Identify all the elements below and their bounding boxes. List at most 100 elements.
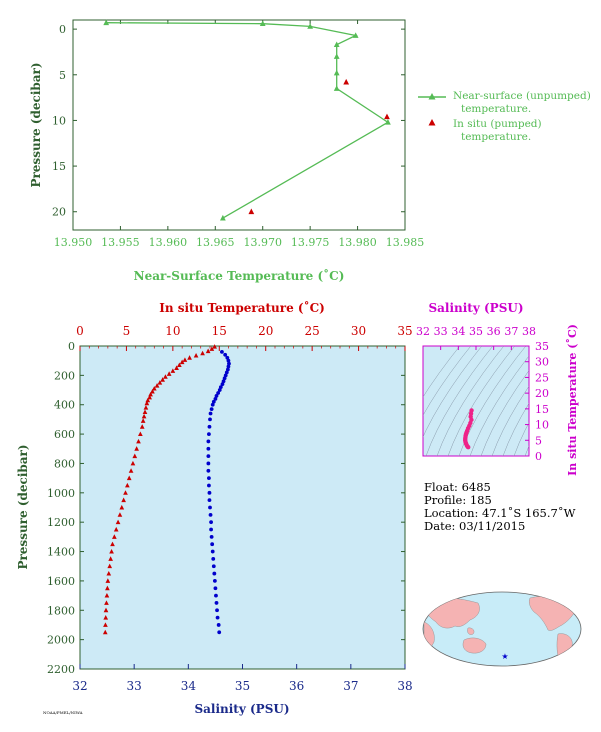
temperature-point <box>154 383 160 388</box>
salinity-point <box>216 391 221 395</box>
ts-x-tick-label: 38 <box>522 325 536 338</box>
ts-x-axis-label: Salinity (PSU) <box>428 301 523 315</box>
salinity-point <box>221 379 226 384</box>
temperature-point <box>179 359 185 365</box>
salinity-point <box>216 623 221 627</box>
ts-x-tick-label: 36 <box>487 325 501 338</box>
salinity-point <box>227 361 231 366</box>
top-y-axis-label: Pressure (decibar) <box>29 62 43 187</box>
ts-y-tick-label: 5 <box>535 434 542 447</box>
density-contour <box>480 370 529 456</box>
salinity-point <box>211 556 216 561</box>
salinity-point <box>206 454 211 459</box>
salinity-point <box>213 586 218 591</box>
salinity-tick-label: 32 <box>72 679 87 693</box>
salinity-point <box>208 512 213 517</box>
temperature-point <box>141 413 147 419</box>
near-surface-point <box>385 119 391 125</box>
temperature-point <box>106 570 112 576</box>
temperature-point <box>177 362 182 368</box>
salinity-point <box>217 630 222 635</box>
pressure-tick-label: 2200 <box>47 663 75 676</box>
profile-number: Profile: 185 <box>424 493 492 507</box>
pressure-tick-label: 1200 <box>47 516 75 529</box>
salinity-tick-label: 35 <box>235 679 250 693</box>
salinity-tick-label: 38 <box>397 679 412 693</box>
temperature-point <box>170 368 176 373</box>
salinity-point <box>225 367 230 372</box>
temperature-point <box>174 365 179 370</box>
temperature-point <box>128 468 134 473</box>
near-surface-point <box>103 19 110 26</box>
in-situ-point <box>384 113 390 120</box>
salinity-point <box>214 601 219 605</box>
ts-density-contours <box>423 346 529 456</box>
ts-y-tick-label: 10 <box>535 419 549 432</box>
salinity-tick-label: 34 <box>181 679 197 693</box>
salinity-point <box>207 498 212 503</box>
salinity-point <box>214 394 219 398</box>
ts-x-tick-label: 37 <box>504 325 518 338</box>
temperature-tick-label: 0 <box>76 324 84 338</box>
salinity-point <box>209 534 214 539</box>
ts-y-tick-label: 35 <box>535 340 549 353</box>
in-situ-point <box>343 78 350 85</box>
pressure-tick-label: 200 <box>54 369 75 382</box>
top-y-tick-label: 10 <box>52 114 66 127</box>
salinity-point <box>209 527 213 532</box>
salinity-point <box>211 399 216 404</box>
ts-y-tick-label: 30 <box>535 356 549 369</box>
pressure-tick-label: 1600 <box>47 575 75 588</box>
density-contour <box>502 402 529 456</box>
salinity-point <box>207 483 211 488</box>
density-contour <box>436 346 505 456</box>
ts-point <box>466 445 471 450</box>
ts-series <box>463 408 474 450</box>
salinity-point <box>210 402 215 407</box>
temperature-point <box>110 541 115 547</box>
temperature-tick-label: 25 <box>305 324 320 338</box>
near-surface-point <box>333 69 340 76</box>
temperature-point <box>187 355 192 360</box>
pressure-tick-label: 400 <box>54 399 75 412</box>
top-y-tick-label: 20 <box>52 206 66 219</box>
map-location-star: ★ <box>501 652 508 661</box>
near-surface-point <box>259 20 266 27</box>
temperature-point <box>134 446 139 451</box>
temperature-tick-label: 15 <box>212 324 227 338</box>
salinity-tick-label: 37 <box>343 679 358 693</box>
float-id: Float: 6485 <box>424 480 491 494</box>
temperature-point <box>140 418 146 423</box>
density-contour <box>469 355 529 456</box>
pressure-tick-label: 800 <box>54 457 75 470</box>
temperature-point <box>150 388 155 394</box>
near-surface-point <box>333 53 340 59</box>
ts-plot-area <box>422 345 530 457</box>
top-x-axis-label: Near-Surface Temperature (˚C) <box>134 268 345 283</box>
salinity-point <box>208 411 213 416</box>
density-contour <box>423 346 472 416</box>
legend-label-green: Near-surface (unpumped) temperature. <box>453 90 594 115</box>
temperature-point <box>166 371 172 376</box>
near-surface-point <box>219 214 226 221</box>
top-x-tick-label: 13.965 <box>196 236 235 249</box>
salinity-point <box>217 388 222 392</box>
near-surface-point <box>333 41 340 48</box>
density-contour <box>513 422 529 456</box>
top-y-tick-label: 0 <box>59 23 66 36</box>
salinity-point <box>225 355 230 360</box>
temperature-tick-label: 10 <box>165 324 180 338</box>
salinity-tick-label: 33 <box>127 679 142 693</box>
salinity-point <box>209 520 213 525</box>
top-y-tick-label: 5 <box>59 69 66 82</box>
salinity-point <box>207 490 212 495</box>
ts-x-tick-label: 32 <box>416 325 430 338</box>
density-contour <box>458 346 527 456</box>
temperature-tick-label: 30 <box>351 324 366 338</box>
top-y-tick-label: 15 <box>52 160 66 173</box>
salinity-point <box>210 549 215 554</box>
temperature-point <box>103 615 109 620</box>
temperature-point <box>109 548 114 554</box>
ts-y-tick-label: 15 <box>535 403 549 416</box>
